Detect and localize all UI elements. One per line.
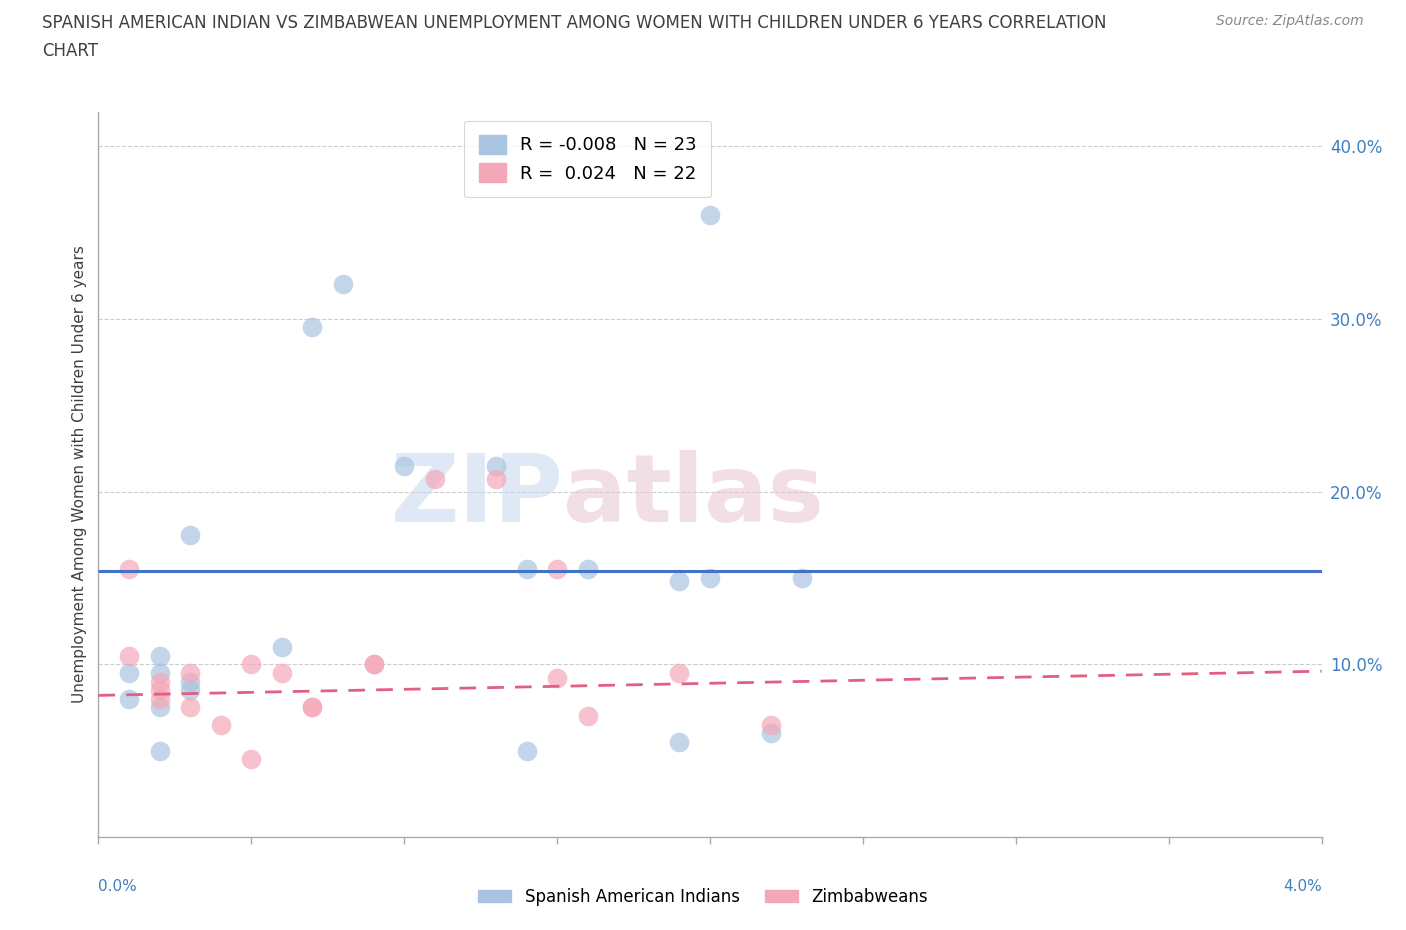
Point [363,657,385,671]
Point [149,700,172,715]
Text: 4.0%: 4.0% [1282,879,1322,894]
Point [392,458,416,473]
Point [179,674,201,689]
Point [179,666,201,681]
Point [668,574,690,589]
Point [668,666,690,681]
Point [699,207,721,222]
Point [423,472,446,487]
Point [668,735,690,750]
Point [546,562,568,577]
Point [149,743,172,758]
Point [516,562,538,577]
Point [790,570,813,585]
Text: 0.0%: 0.0% [98,879,138,894]
Y-axis label: Unemployment Among Women with Children Under 6 years: Unemployment Among Women with Children U… [72,246,87,703]
Point [363,657,385,671]
Point [270,640,294,655]
Point [118,691,141,706]
Point [179,683,201,698]
Point [485,458,508,473]
Point [699,570,721,585]
Point [240,751,263,766]
Text: atlas: atlas [564,450,824,542]
Point [576,562,599,577]
Text: ZIP: ZIP [391,450,564,542]
Point [149,666,172,681]
Text: SPANISH AMERICAN INDIAN VS ZIMBABWEAN UNEMPLOYMENT AMONG WOMEN WITH CHILDREN UND: SPANISH AMERICAN INDIAN VS ZIMBABWEAN UN… [42,14,1107,32]
Point [118,648,141,663]
Point [270,666,294,681]
Point [118,562,141,577]
Point [576,709,599,724]
Text: CHART: CHART [42,42,98,60]
Point [759,717,782,732]
Point [332,277,354,292]
Text: Source: ZipAtlas.com: Source: ZipAtlas.com [1216,14,1364,28]
Point [301,700,323,715]
Point [301,320,323,335]
Point [179,700,201,715]
Point [179,527,201,542]
Point [485,472,508,487]
Legend: Spanish American Indians, Zimbabweans: Spanish American Indians, Zimbabweans [471,881,935,912]
Point [240,657,263,671]
Point [546,671,568,685]
Point [149,683,172,698]
Point [149,691,172,706]
Point [149,674,172,689]
Point [118,666,141,681]
Legend: R = -0.008   N = 23, R =  0.024   N = 22: R = -0.008 N = 23, R = 0.024 N = 22 [464,121,711,197]
Point [149,648,172,663]
Point [759,726,782,741]
Point [301,700,323,715]
Point [516,743,538,758]
Point [209,717,232,732]
